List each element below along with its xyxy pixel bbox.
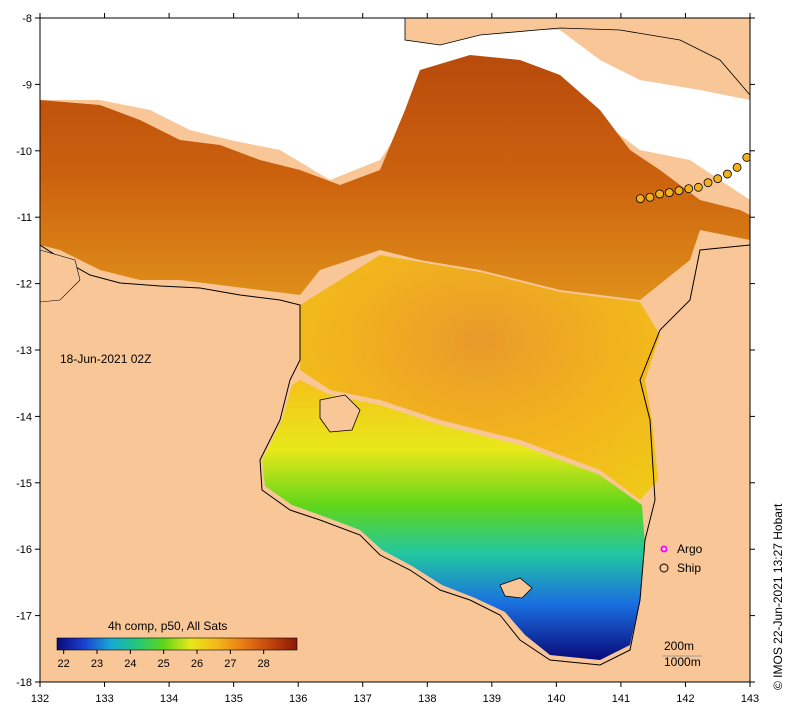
lon-tick-label: 141 [612,693,630,705]
ship-track-point [645,192,655,202]
lon-tick-label: 135 [224,693,242,705]
colorbar-tick-label: 27 [224,658,236,670]
lat-tick-label: -10 [16,146,32,158]
longitude-axis: 132 133 134 135 136 137 138 139 140 141 142 143 [31,13,759,705]
latitude-axis: -8 -9 -10 -11 -12 -13 -14 -15 -16 -17 -18 [16,13,755,689]
colorbar-tick-label: 24 [124,658,136,670]
lat-tick-label: -15 [16,478,32,490]
colorbar-title: 4h comp, p50, All Sats [108,619,227,633]
colorbar-tick-label: 26 [191,658,203,670]
legend-label-argo: Argo [677,542,703,556]
lat-tick-label: -9 [22,79,32,91]
lon-tick-label: 139 [483,693,501,705]
argo-marker-icon [660,545,668,553]
ship-track [635,153,750,204]
colorbar-tick-label: 25 [158,658,170,670]
coastline [40,244,750,666]
lat-tick-label: -13 [16,345,32,357]
island-groote [319,394,361,433]
ship-track-point [732,162,742,172]
ship-track-point [664,188,674,198]
lon-tick-label: 136 [289,693,307,705]
lon-tick-label: 138 [418,693,436,705]
colorbar: 4h comp, p50, All Sats 22 23 24 25 26 27 28 [56,619,298,670]
lon-tick-label: 143 [741,693,759,705]
ship-track-point [635,194,645,204]
island-mornington [499,577,533,599]
lon-tick-label: 134 [160,693,178,705]
lat-tick-label: -18 [16,677,32,689]
legend-item-ship: Ship [659,561,701,575]
sst-southern-gulf [262,380,645,660]
lon-tick-label: 137 [354,693,372,705]
sst-gulf [300,255,660,500]
no-data-region [40,18,750,200]
ship-track-point [723,169,732,179]
lat-tick-label: -11 [17,212,32,224]
lat-tick-label: -16 [16,544,32,556]
contour-label-200m: 200m [664,639,694,653]
ship-marker-icon [659,563,669,573]
contour-legend: 200m 1000m [662,639,702,669]
ship-track-point [693,182,703,192]
lat-tick-label: -8 [22,13,32,25]
sst-northern-band [40,55,750,300]
lon-tick-label: 142 [676,693,694,705]
ship-track-point [703,178,713,188]
legend-label-ship: Ship [677,561,701,575]
ship-track-point [684,184,694,194]
lon-tick-label: 140 [547,693,565,705]
lat-tick-label: -14 [16,411,32,423]
marker-legend: Argo Ship [659,542,703,575]
imos-credit: © IMOS 22-Jun-2021 13:27 Hobart [771,503,785,690]
timestamp-label: 18-Jun-2021 02Z [60,352,151,366]
colorbar-tick-label: 28 [258,658,270,670]
colorbar-tick-label: 22 [58,658,70,670]
land-new-guinea [404,18,750,96]
ship-track-point [655,189,665,199]
lat-tick-label: -17 [16,611,32,623]
land-west [40,245,750,682]
colorbar-tick-label: 23 [91,658,103,670]
ship-track-point [713,174,723,184]
contour-label-1000m: 1000m [664,655,701,669]
map-plot-area [40,18,750,682]
ship-track-point [674,186,684,196]
land-northwest [40,249,81,303]
lon-tick-label: 132 [31,693,49,705]
colorbar-bar [56,637,298,651]
colorbar-ticks: 22 23 24 25 26 27 28 [58,650,270,670]
legend-item-argo: Argo [660,542,703,556]
lon-tick-label: 133 [95,693,113,705]
ship-track-point [742,153,750,162]
lat-tick-label: -12 [16,279,32,291]
